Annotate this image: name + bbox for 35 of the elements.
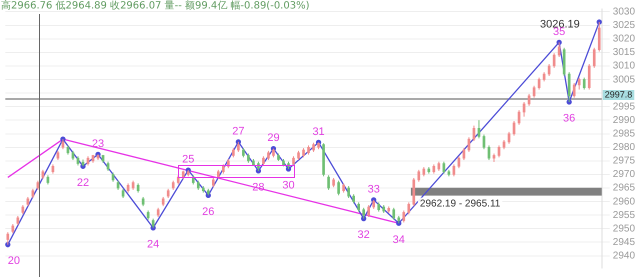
y-tick-label: 3010 [612, 60, 636, 72]
annotation: 31 [312, 126, 325, 138]
y-tick-label: 2970 [612, 169, 636, 180]
y-tick-label: 2995 [612, 101, 636, 112]
band-label: 2962.19 - 2965.11 [420, 198, 501, 210]
y-tick-label: 3005 [612, 74, 636, 86]
annotation: 30 [282, 180, 295, 192]
y-tick-label: 2960 [612, 196, 636, 208]
annotation: 33 [368, 183, 380, 196]
annotation: 25 [182, 154, 194, 166]
y-tick-label: 3015 [612, 47, 636, 58]
y-tick-label: 2975 [612, 156, 636, 167]
annotation: 34 [392, 234, 405, 246]
annotation: 27 [232, 125, 244, 138]
annotation: 23 [92, 138, 104, 150]
annotation: 32 [358, 229, 370, 242]
y-tick-label: 2940 [612, 250, 636, 262]
y-tick-label: 2985 [612, 128, 636, 140]
y-tick-label: 2980 [612, 142, 636, 154]
y-tick-label: 3020 [612, 34, 636, 45]
y-tick-label: 2950 [612, 223, 636, 234]
annotation: 22 [76, 176, 90, 189]
y-tick-label: 2955 [612, 210, 636, 221]
annotation: 29 [267, 132, 280, 144]
y-tick-label: 2945 [612, 236, 636, 248]
y-tick-label: 3030 [612, 6, 636, 18]
annotation: 26 [202, 206, 214, 218]
y-tick-label: 2990 [612, 114, 636, 126]
annotation: 20 [8, 255, 20, 268]
y-tick-label: 2965 [612, 182, 636, 194]
ref-line-label: 2997.8 [604, 90, 632, 100]
y-tick-label: 3025 [612, 20, 636, 32]
annotation: 高2966.76 低2964.89 收2966.07 量-- 额99.4亿 幅-0.89(-0.03%) [1, 0, 310, 12]
annotation: 24 [147, 238, 160, 250]
annotation: 36 [563, 112, 576, 125]
